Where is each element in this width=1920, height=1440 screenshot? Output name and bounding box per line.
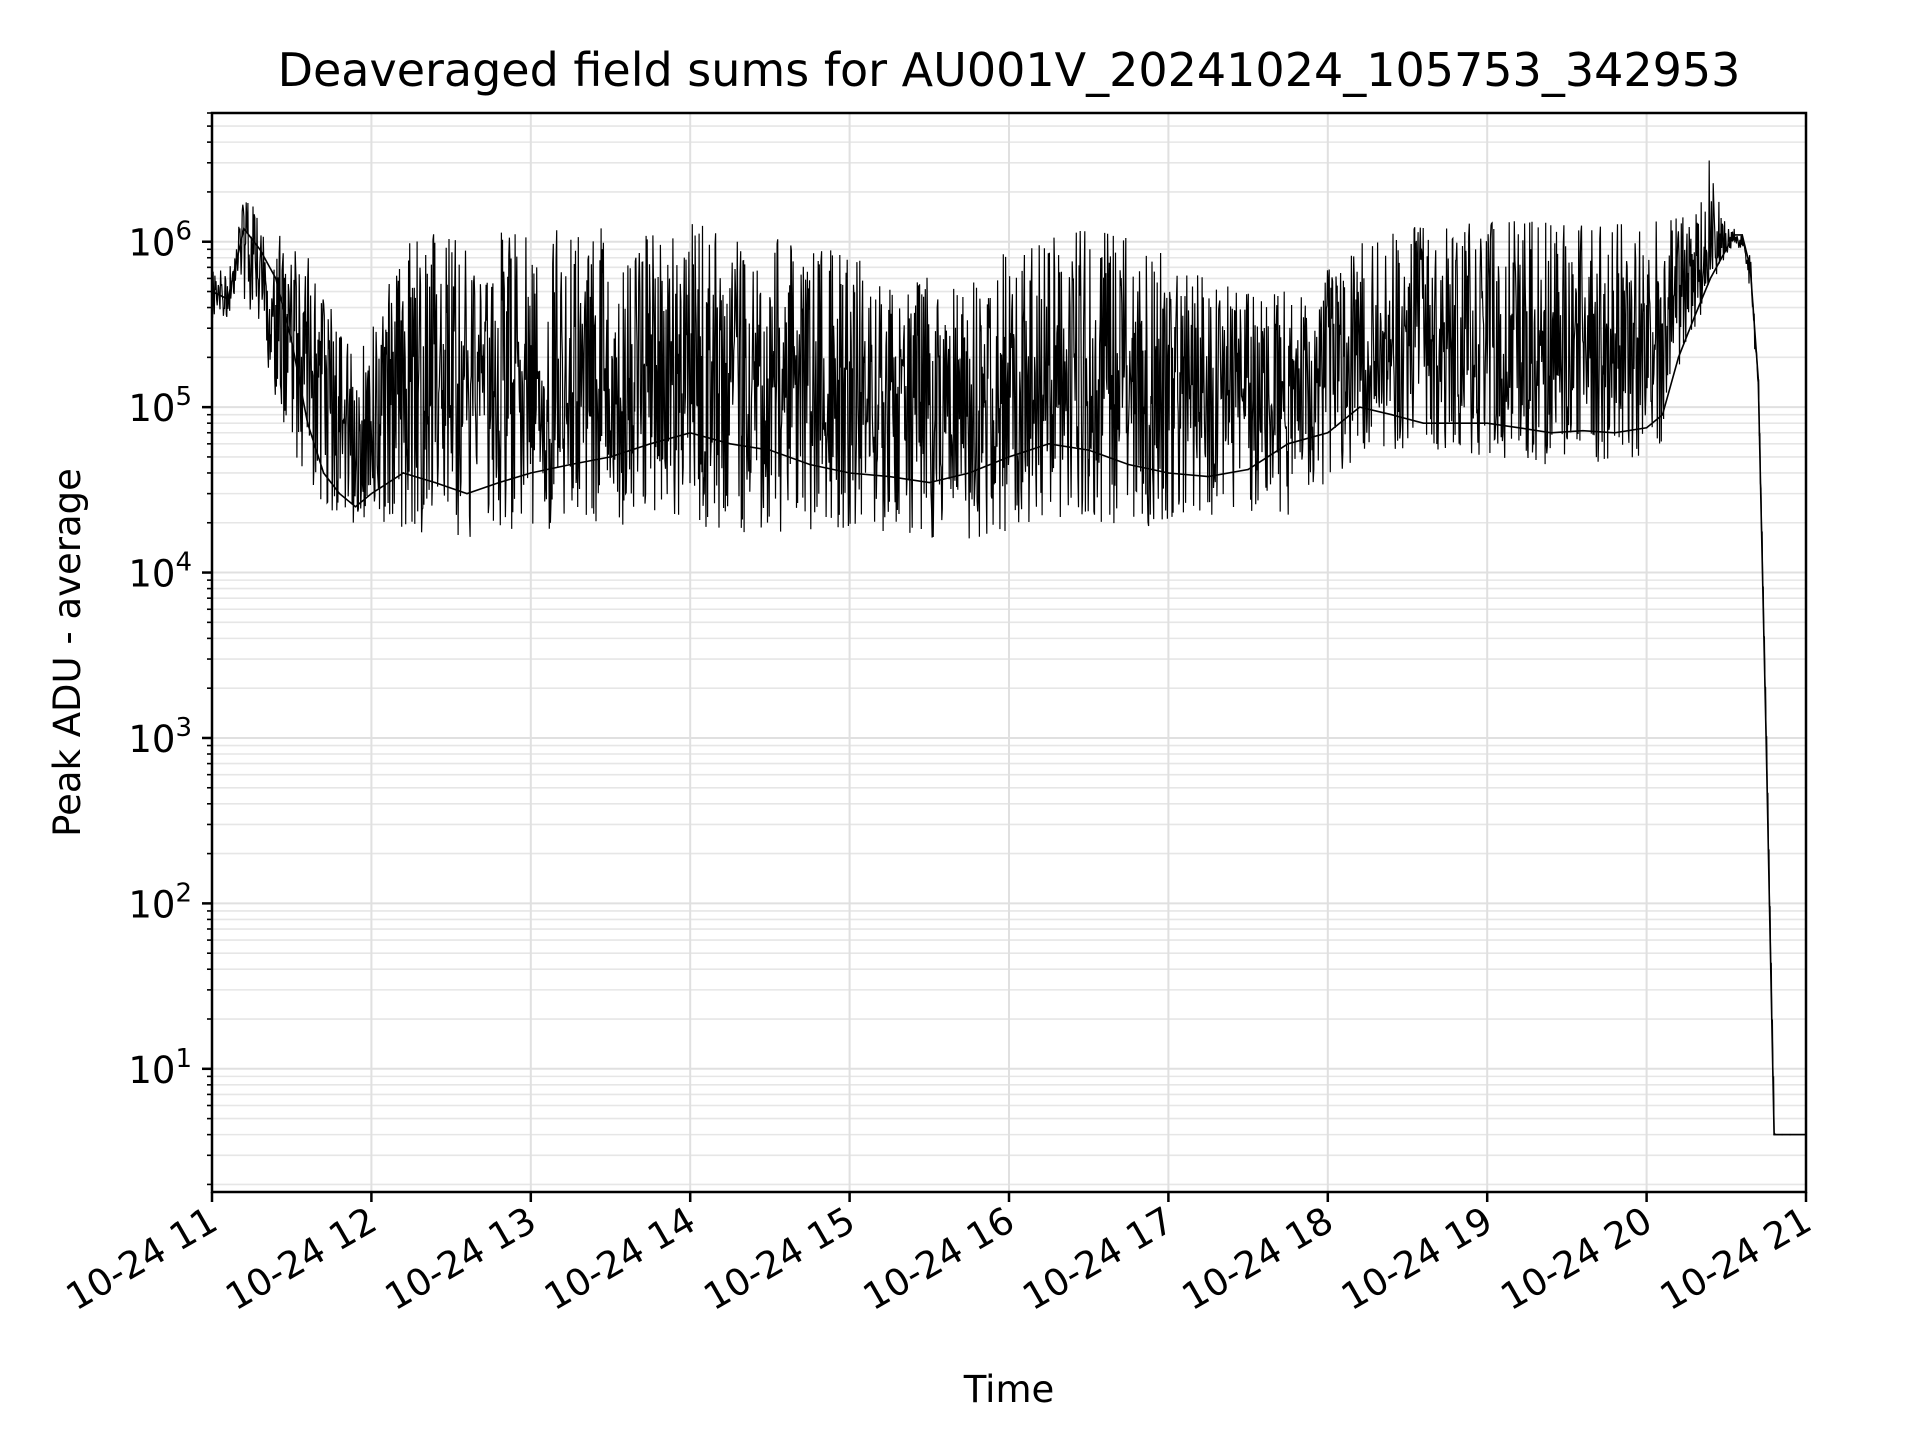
- y-tick-label: 101: [128, 1044, 192, 1092]
- series-line: [211, 226, 1806, 1136]
- data-point: [434, 481, 436, 484]
- data-point: [1167, 472, 1170, 474]
- data-point: [649, 443, 652, 445]
- data-point: [1757, 377, 1759, 379]
- data-point: [1741, 234, 1744, 236]
- data-point: [1048, 443, 1050, 445]
- chart-title: Deaveraged field sums for AU001V_2024102…: [278, 43, 1741, 97]
- plot-area: [211, 160, 1807, 1136]
- data-point: [1087, 449, 1090, 451]
- data-point: [402, 472, 405, 474]
- y-tick-label: 104: [128, 548, 192, 596]
- y-tick-label: 102: [128, 878, 192, 926]
- data-point: [1645, 427, 1648, 429]
- y-tick-label: 105: [128, 382, 192, 430]
- y-tick-label: 103: [128, 713, 192, 761]
- data-point: [808, 463, 811, 466]
- y-axis-label: Peak ADU - average: [46, 468, 89, 837]
- data-point: [888, 475, 891, 478]
- data-point: [1613, 431, 1616, 434]
- data-point: [1390, 413, 1393, 416]
- data-point: [1287, 443, 1289, 445]
- data-point: [530, 472, 532, 474]
- data-point: [1327, 431, 1329, 434]
- x-axis-label: Time: [963, 1368, 1055, 1411]
- data-point: [928, 481, 931, 484]
- data-point: [306, 422, 309, 424]
- data-point: [569, 463, 572, 466]
- data-point: [1008, 456, 1010, 458]
- data-point: [1789, 1133, 1791, 1136]
- data-point: [1486, 422, 1488, 424]
- data-point: [322, 472, 325, 474]
- data-point: [769, 449, 771, 451]
- data-point: [466, 492, 468, 495]
- data-point: [274, 277, 277, 280]
- data-point: [1725, 248, 1728, 251]
- data-point: [1247, 468, 1249, 471]
- data-point: [1127, 463, 1130, 466]
- data-point: [1518, 427, 1520, 429]
- data-point: [290, 340, 293, 343]
- data-point: [689, 431, 691, 434]
- data-point: [1709, 277, 1712, 280]
- data-point: [1358, 406, 1361, 408]
- data-point: [1661, 413, 1664, 416]
- data-point: [498, 481, 500, 484]
- data-point: [354, 505, 357, 508]
- data-point: [1733, 234, 1736, 236]
- data-point: [848, 472, 851, 474]
- data-point: [1207, 475, 1210, 478]
- data-point: [968, 472, 970, 474]
- data-point: [1582, 429, 1584, 432]
- data-point: [1550, 431, 1552, 434]
- data-point: [243, 227, 245, 230]
- data-point: [259, 248, 261, 251]
- y-tick-label: 106: [128, 217, 192, 265]
- data-point: [1422, 422, 1425, 424]
- y-axis-ticks: 101 102 103 104 105 106: [128, 112, 212, 1186]
- data-point: [370, 492, 373, 495]
- data-point: [1677, 356, 1680, 359]
- series-trace-envelope: [212, 160, 1807, 1136]
- data-point: [338, 492, 341, 495]
- grid: [211, 112, 1807, 1192]
- data-point: [1693, 316, 1696, 318]
- data-point: [1454, 422, 1457, 424]
- data-point: [1749, 266, 1752, 269]
- data-point: [227, 298, 229, 300]
- data-point: [1765, 737, 1767, 739]
- data-point: [1781, 1133, 1783, 1136]
- data-point: [609, 456, 612, 458]
- data-point: [729, 443, 731, 445]
- data-point: [1773, 1133, 1775, 1136]
